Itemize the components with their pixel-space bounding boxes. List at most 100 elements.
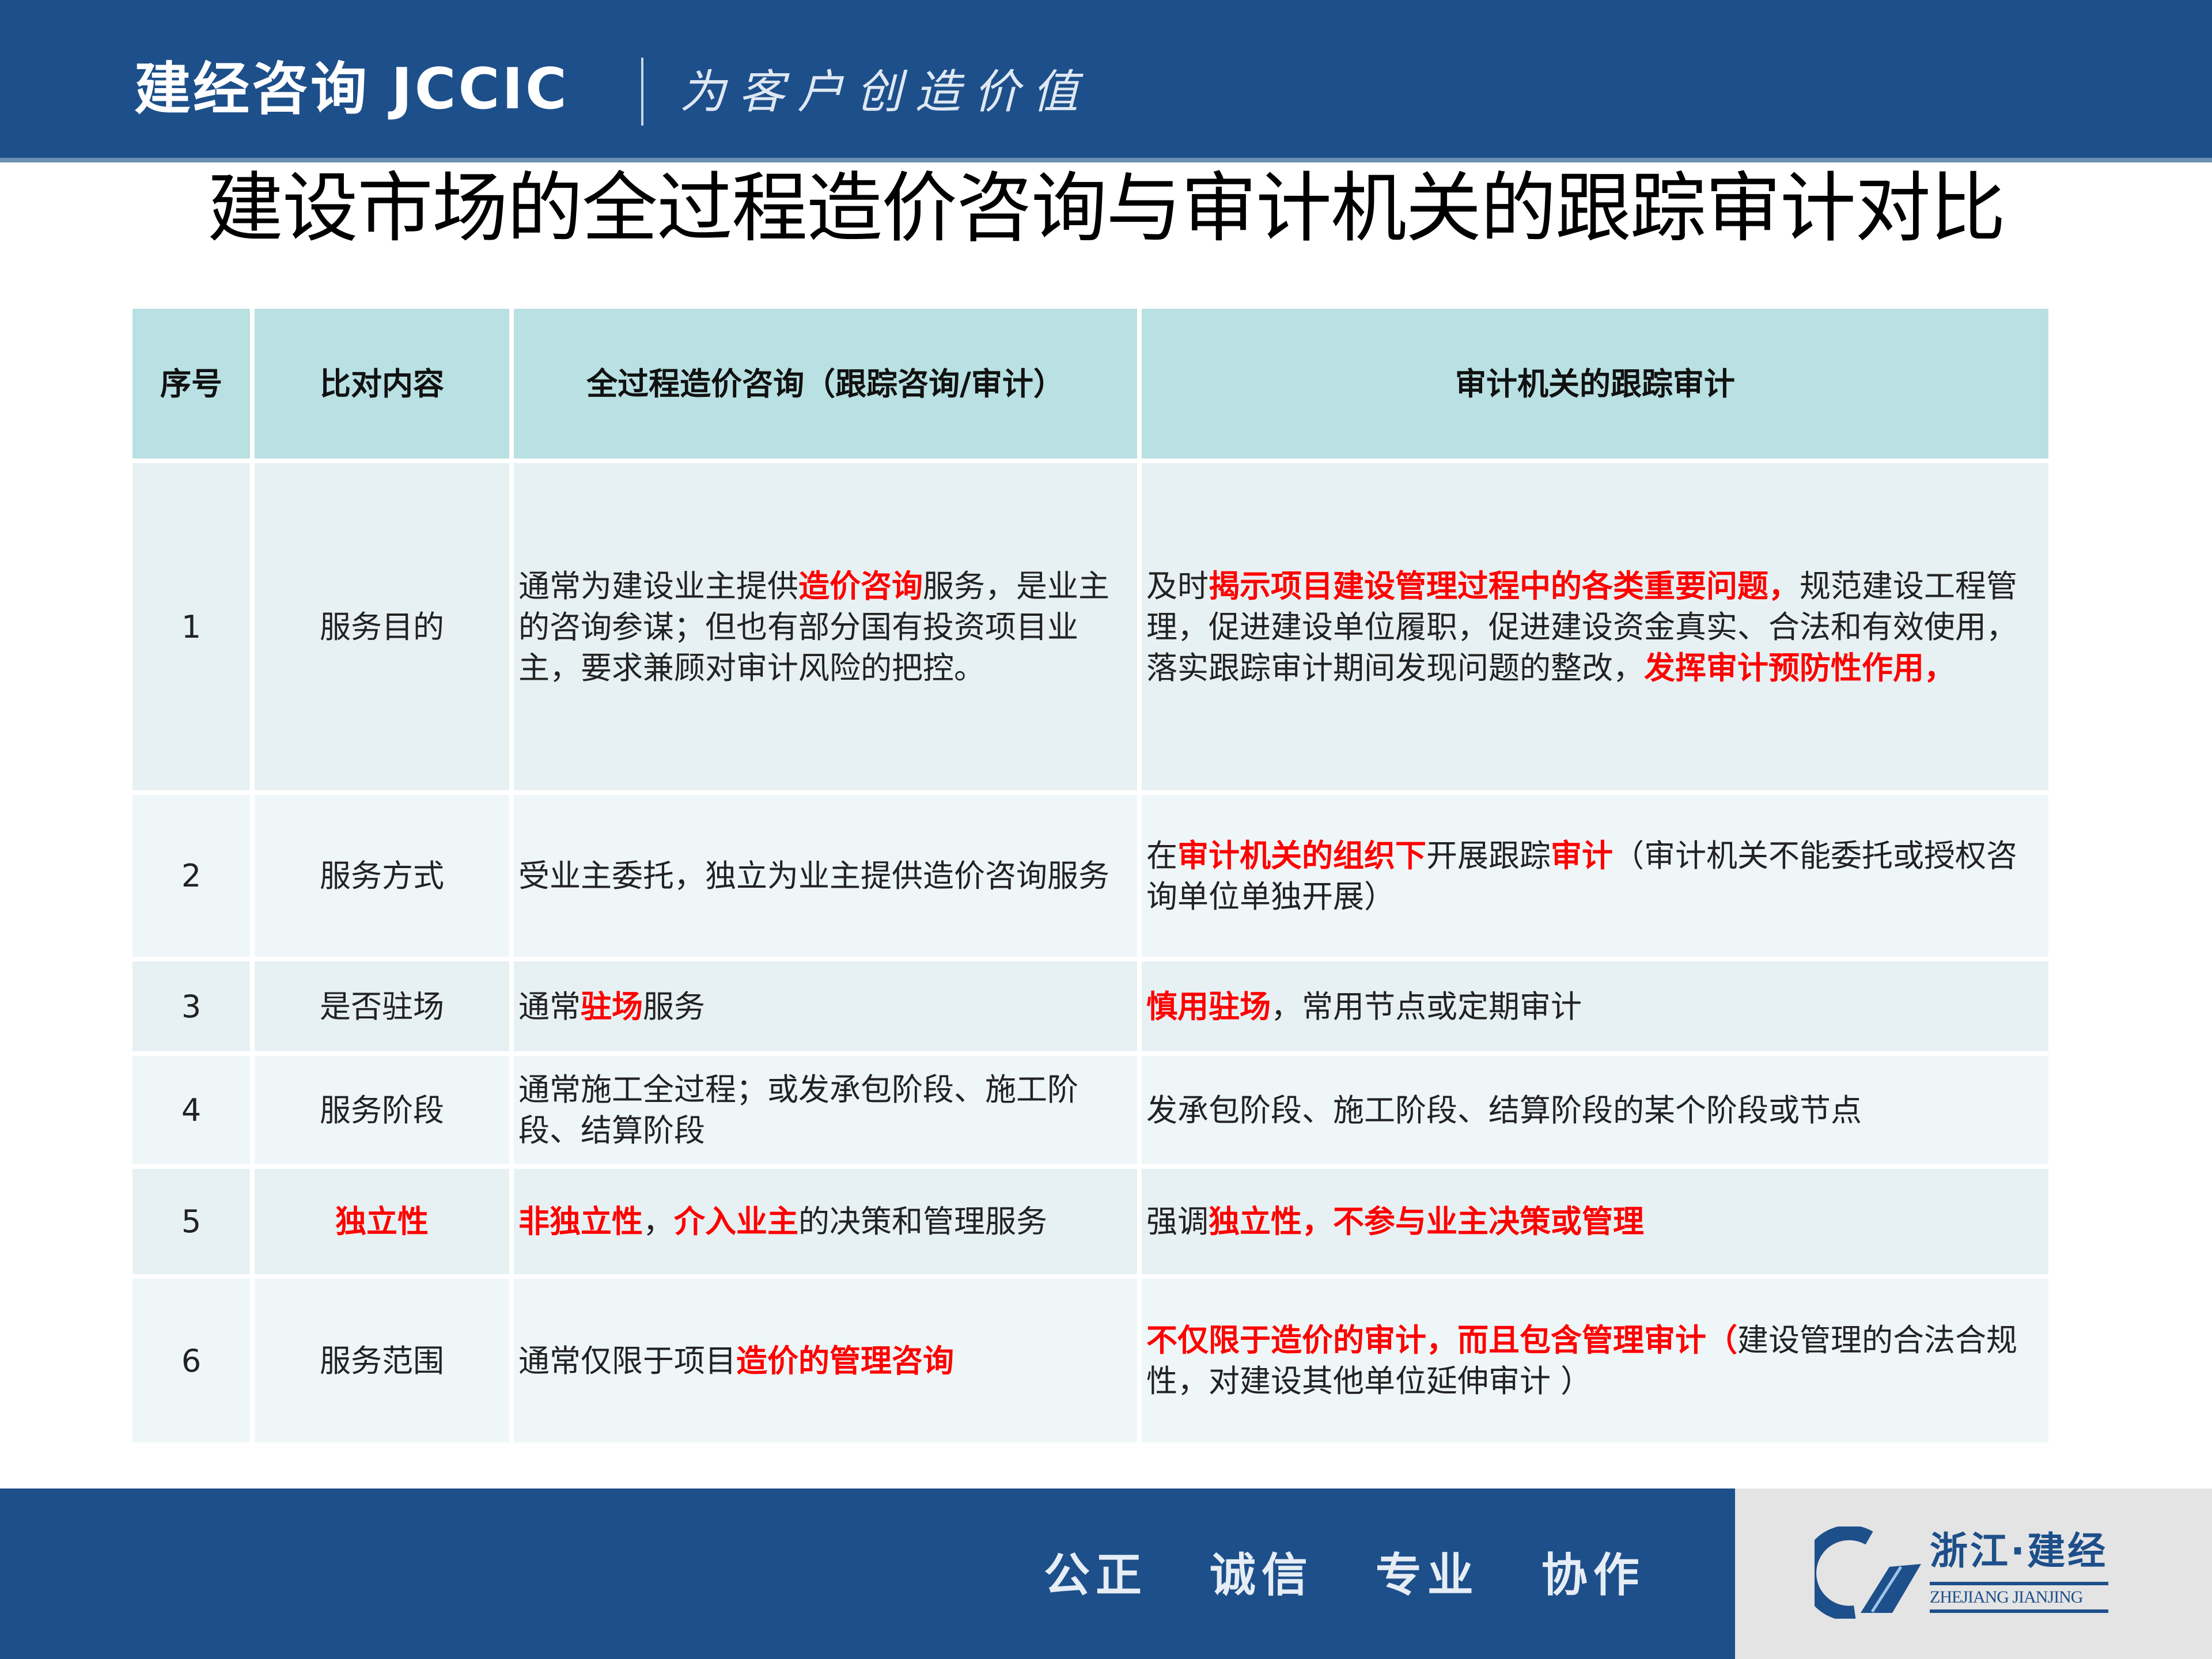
highlighted-text: 独立性 — [335, 1203, 429, 1240]
text-segment: 服务范围 — [320, 1342, 444, 1379]
cell-text: 服务方式 — [320, 855, 444, 896]
cell-full-process-consulting: 通常仅限于项目造价的管理咨询 — [514, 1279, 1137, 1442]
logo-chinese-text: 浙江·建经 — [1930, 1529, 2108, 1573]
cell-comparison-item: 服务阶段 — [255, 1056, 509, 1164]
cell-text: 是否驻场 — [320, 986, 444, 1027]
highlighted-text: 审计 — [1551, 837, 1613, 874]
cell-row-number: 6 — [132, 1279, 250, 1442]
cell-full-process-consulting: 通常施工全过程；或发承包阶段、施工阶段、结算阶段 — [514, 1056, 1137, 1164]
cell-audit-agency-tracking: 强调独立性，不参与业主决策或管理 — [1142, 1169, 2048, 1274]
logo-mark-icon — [1801, 1525, 1921, 1621]
cell-audit-agency-tracking: 慎用驻场，常用节点或定期审计 — [1142, 961, 2048, 1051]
highlighted-text: 独立性，不参与业主决策或管理 — [1209, 1203, 1644, 1240]
cell-comparison-item: 是否驻场 — [255, 961, 509, 1051]
text-segment: 的决策和管理服务 — [798, 1203, 1047, 1240]
cell-row-number: 4 — [132, 1056, 250, 1164]
cell-text: 不仅限于造价的审计，而且包含管理审计（建设管理的合法合规性，对建设其他单位延伸审… — [1146, 1320, 2040, 1402]
footer-slogan-2: 诚信 — [1209, 1548, 1313, 1602]
row-number-text: 4 — [181, 1092, 202, 1128]
cell-full-process-consulting: 通常驻场服务 — [514, 961, 1137, 1051]
text-segment: 通常仅限于项目 — [518, 1342, 736, 1379]
cell-text: 通常为建设业主提供造价咨询服务，是业主的咨询参谋；但也有部分国有投资项目业主，要… — [518, 566, 1129, 688]
footer-slogan-1: 公正 — [1044, 1548, 1147, 1602]
row-number-text: 1 — [181, 608, 202, 645]
footer-banner: 公正 诚信 专业 协作 浙江·建经 ZHEJIANG JIANJING — [0, 1488, 2212, 1659]
top-banner: 建经咨询 JCCIC 为客户创造价值 — [0, 0, 2212, 162]
text-segment: 通常为建设业主提供 — [518, 567, 798, 604]
highlighted-text: 介入业主 — [674, 1203, 798, 1240]
highlighted-text: 造价的管理咨询 — [736, 1342, 954, 1379]
text-segment: 服务阶段 — [320, 1092, 444, 1128]
text-segment: 强调 — [1146, 1203, 1209, 1240]
text-segment: ， — [643, 1203, 674, 1240]
page-title: 建设市场的全过程造价咨询与审计机关的跟踪审计对比 — [207, 164, 2006, 253]
column-header-full-process-consulting: 全过程造价咨询（跟踪咨询/审计） — [514, 309, 1137, 459]
cell-row-number: 1 — [132, 463, 250, 790]
text-segment: 通常 — [518, 988, 581, 1025]
cell-audit-agency-tracking: 及时揭示项目建设管理过程中的各类重要问题，规范建设工程管理，促进建设单位履职，促… — [1142, 463, 2048, 790]
column-header-audit-agency-tracking: 审计机关的跟踪审计 — [1142, 309, 2048, 459]
text-segment: 开展跟踪 — [1426, 837, 1551, 874]
cell-text: 受业主委托，独立为业主提供造价咨询服务 — [518, 855, 1109, 896]
cell-audit-agency-tracking: 在审计机关的组织下开展跟踪审计（审计机关不能委托或授权咨询单位单独开展） — [1142, 795, 2048, 957]
cell-text: 通常仅限于项目造价的管理咨询 — [518, 1340, 954, 1381]
text-segment: 及时 — [1146, 567, 1209, 604]
company-logo: 浙江·建经 ZHEJIANG JIANJING — [1801, 1525, 2137, 1624]
highlighted-text: 揭示项目建设管理过程中的各类重要问题， — [1209, 567, 1800, 604]
cell-full-process-consulting: 非独立性，介入业主的决策和管理服务 — [514, 1169, 1137, 1274]
cell-text: 服务范围 — [320, 1340, 444, 1381]
cell-text: 服务目的 — [320, 607, 444, 647]
cell-text: 发承包阶段、施工阶段、结算阶段的某个阶段或节点 — [1146, 1090, 1862, 1131]
cell-comparison-item: 独立性 — [255, 1169, 509, 1274]
cell-row-number: 3 — [132, 961, 250, 1051]
text-segment: 服务方式 — [320, 858, 444, 894]
row-number-text: 5 — [181, 1203, 202, 1240]
text-segment: 建设管理的合法合规性，对建设其他单位延伸审计 ） — [1146, 1322, 2017, 1399]
cell-text: 独立性 — [335, 1201, 429, 1242]
text-segment: 通常施工全过程；或发承包阶段、施工阶段、结算阶段 — [518, 1071, 1078, 1149]
cell-comparison-item: 服务范围 — [255, 1279, 509, 1442]
column-header-row-number: 序号 — [132, 309, 250, 459]
brand-name: 建经咨询 JCCIC — [134, 56, 569, 122]
cell-audit-agency-tracking: 发承包阶段、施工阶段、结算阶段的某个阶段或节点 — [1142, 1056, 2048, 1164]
cell-text: 慎用驻场，常用节点或定期审计 — [1146, 986, 1582, 1027]
highlighted-text: 驻场 — [581, 988, 643, 1025]
cell-full-process-consulting: 受业主委托，独立为业主提供造价咨询服务 — [514, 795, 1137, 957]
text-segment: 是否驻场 — [320, 988, 444, 1025]
brand-slogan: 为客户创造价值 — [680, 65, 1091, 119]
footer-slogans: 公正 诚信 专业 协作 — [1044, 1550, 1685, 1601]
text-segment: ，常用节点或定期审计 — [1271, 988, 1582, 1025]
row-number-text: 3 — [181, 988, 202, 1025]
row-number-text: 2 — [181, 858, 202, 894]
text-segment: 服务目的 — [320, 608, 444, 645]
highlighted-text: 审计机关的组织下 — [1177, 837, 1426, 874]
cell-comparison-item: 服务方式 — [255, 795, 509, 957]
cell-comparison-item: 服务目的 — [255, 463, 509, 790]
footer-logo-area: 浙江·建经 ZHEJIANG JIANJING — [1735, 1488, 2212, 1659]
text-segment: 服务 — [643, 988, 705, 1025]
footer-slogan-3: 专业 — [1375, 1548, 1479, 1602]
cell-audit-agency-tracking: 不仅限于造价的审计，而且包含管理审计（建设管理的合法合规性，对建设其他单位延伸审… — [1142, 1279, 2048, 1442]
cell-row-number: 5 — [132, 1169, 250, 1274]
highlighted-text: 造价咨询 — [798, 567, 923, 604]
comparison-table: 序号 比对内容 全过程造价咨询（跟踪咨询/审计） 审计机关的跟踪审计 1 服务目的 通常为建… — [132, 309, 2048, 1442]
cell-full-process-consulting: 通常为建设业主提供造价咨询服务，是业主的咨询参谋；但也有部分国有投资项目业主，要… — [514, 463, 1137, 790]
text-segment: 服务，是业主的咨询参谋；但也有部分国有投资项目业主，要求兼顾对审计风险的把控。 — [518, 567, 1109, 686]
text-segment: （审计机关不能委托或授权咨询单位单独开展） — [1146, 837, 2017, 915]
cell-text: 非独立性，介入业主的决策和管理服务 — [518, 1201, 1047, 1242]
highlighted-text: 慎用驻场 — [1146, 988, 1271, 1025]
highlighted-text: 非独立性 — [518, 1203, 643, 1240]
text-segment: 受业主委托，独立为业主提供造价咨询服务 — [518, 858, 1109, 894]
cell-text: 通常驻场服务 — [518, 986, 705, 1027]
brand-divider — [641, 58, 643, 126]
cell-row-number: 2 — [132, 795, 250, 957]
footer-slogan-4: 协作 — [1541, 1548, 1645, 1602]
logo-english-text: ZHEJIANG JIANJING — [1930, 1582, 2108, 1613]
text-segment: 规范建设工程管理，促进建设单位履职，促进建设资金真实、合法和有效使用，落实跟踪审… — [1146, 567, 2017, 686]
highlighted-text: 发挥审计预防性作用， — [1644, 649, 1955, 686]
row-number-text: 6 — [181, 1342, 202, 1379]
cell-text: 服务阶段 — [320, 1090, 444, 1131]
cell-text: 通常施工全过程；或发承包阶段、施工阶段、结算阶段 — [518, 1069, 1129, 1151]
cell-text: 在审计机关的组织下开展跟踪审计（审计机关不能委托或授权咨询单位单独开展） — [1146, 835, 2040, 917]
column-header-comparison-item: 比对内容 — [255, 309, 509, 459]
